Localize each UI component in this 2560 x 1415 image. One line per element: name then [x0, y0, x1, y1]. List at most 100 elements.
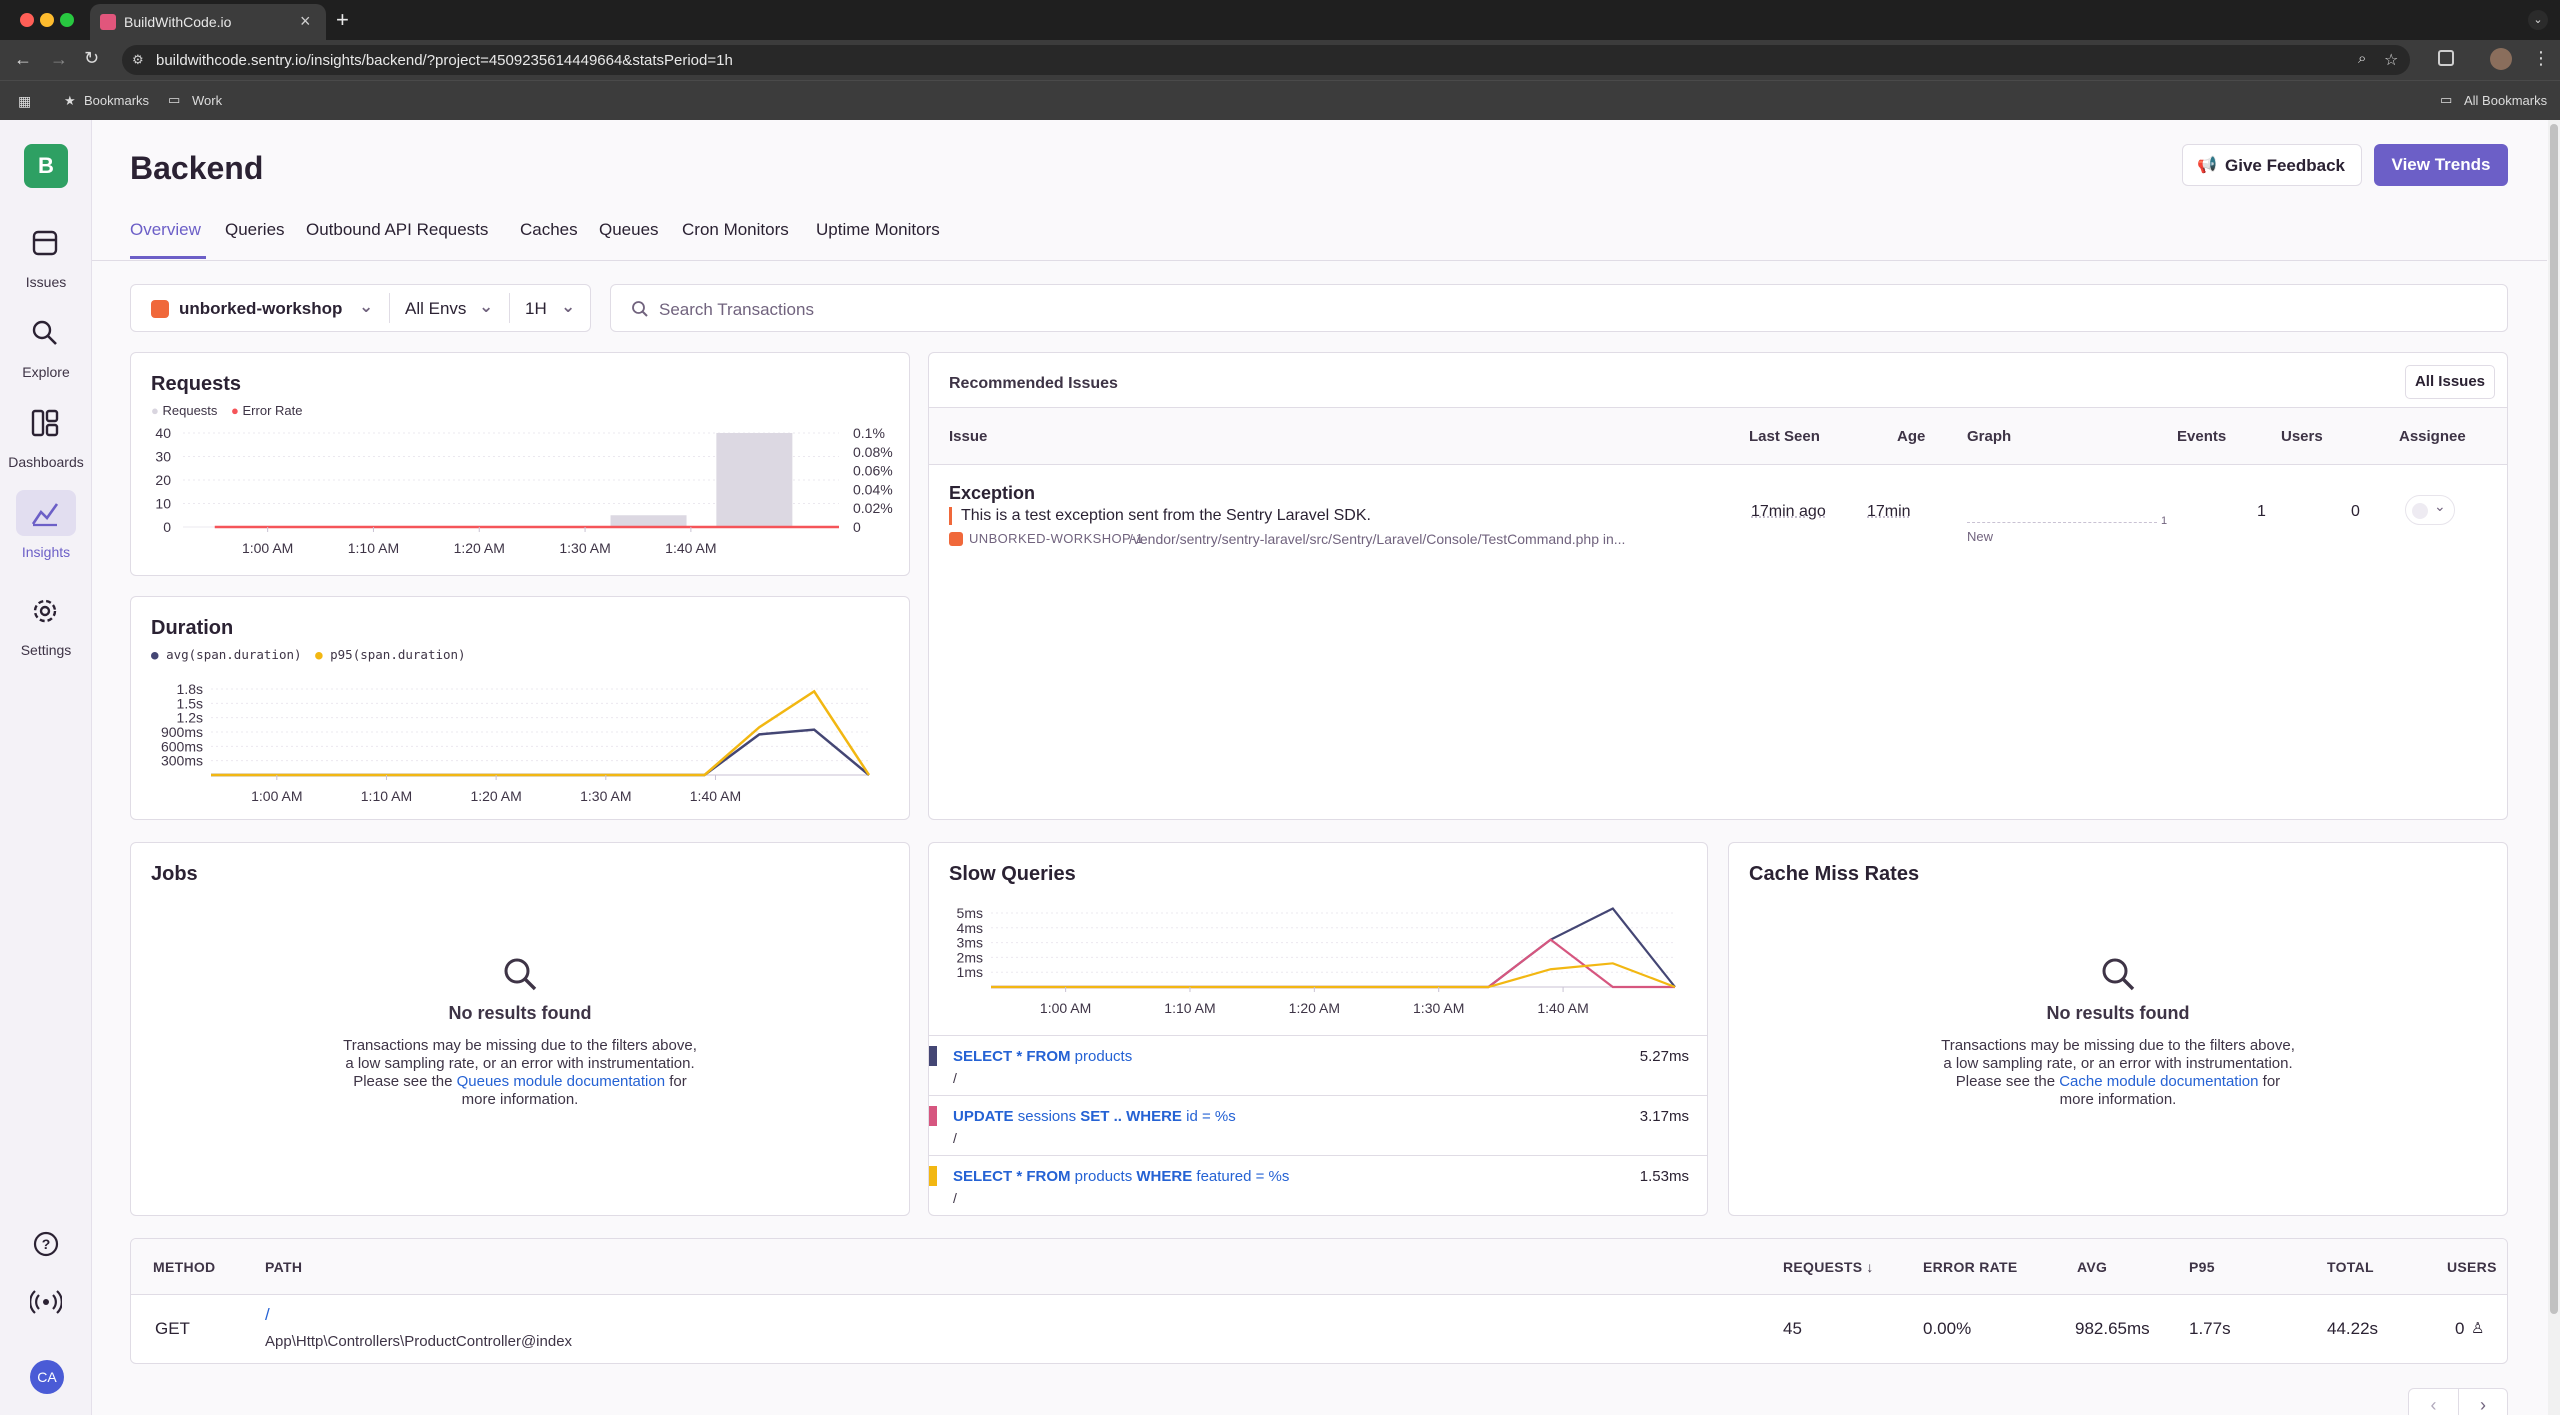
previous-page-button[interactable]: ‹: [2409, 1389, 2459, 1415]
column-header-requests[interactable]: REQUESTS ↓: [1783, 1259, 1874, 1275]
bookmarks-link[interactable]: Bookmarks: [84, 93, 149, 108]
query-description[interactable]: SELECT * FROM products: [953, 1048, 1132, 1065]
tab-uptime-monitors[interactable]: Uptime Monitors: [816, 220, 940, 240]
next-page-button[interactable]: ›: [2459, 1389, 2507, 1415]
help-icon[interactable]: ?: [32, 1230, 60, 1258]
query-description[interactable]: UPDATE sessions SET .. WHERE id = %s: [953, 1108, 1236, 1125]
query-duration: 1.53ms: [1640, 1168, 1689, 1185]
give-feedback-button[interactable]: 📢 Give Feedback: [2182, 144, 2362, 186]
slow-query-row[interactable]: SELECT * FROM products WHERE featured = …: [929, 1155, 1707, 1215]
close-tab-icon[interactable]: ×: [300, 11, 311, 32]
sql-text: sessions: [1014, 1108, 1081, 1125]
browser-tab[interactable]: BuildWithCode.io ×: [90, 4, 326, 40]
issues-icon: [30, 228, 60, 258]
sidebar-item-issues[interactable]: Issues: [0, 222, 92, 302]
slow-query-row[interactable]: SELECT * FROM products / 5.27ms: [929, 1035, 1707, 1095]
bookmark-star-icon[interactable]: ☆: [2384, 50, 2398, 70]
row-p95: 1.77s: [2189, 1319, 2231, 1339]
slow-query-row[interactable]: UPDATE sessions SET .. WHERE id = %s / 3…: [929, 1095, 1707, 1155]
all-issues-button[interactable]: All Issues: [2405, 365, 2495, 399]
project-selector[interactable]: unborked-workshop: [179, 299, 342, 319]
scrollbar-thumb[interactable]: [2550, 124, 2558, 1314]
sql-keyword: WHERE: [1136, 1168, 1192, 1185]
broadcast-icon[interactable]: [30, 1288, 62, 1316]
panel-title: Jobs: [151, 863, 198, 886]
column-header-users[interactable]: USERS: [2447, 1259, 2497, 1275]
all-bookmarks-link[interactable]: All Bookmarks: [2464, 93, 2547, 108]
sql-keyword: SELECT * FROM: [953, 1048, 1071, 1065]
requests-chart-panel: Requests ● Requests ● Error Rate 40 30 20 1…: [130, 352, 910, 576]
sidebar-item-label: Insights: [0, 544, 92, 560]
column-header-avg[interactable]: AVG: [2077, 1259, 2107, 1275]
empty-state-description: Transactions may be missing due to the f…: [1729, 1037, 2507, 1109]
view-trends-button[interactable]: View Trends: [2374, 144, 2508, 186]
row-path-link[interactable]: /: [265, 1305, 270, 1325]
duration-chart: 1.8s1.5s1.2s900ms600ms300ms 1:00 AM 1:10 A…: [131, 663, 909, 819]
x-tick-label: 1:40 AM: [665, 540, 716, 556]
column-header-error-rate[interactable]: ERROR RATE: [1923, 1259, 2018, 1275]
cache-docs-link[interactable]: Cache module documentation: [2059, 1073, 2258, 1090]
issue-title[interactable]: Exception: [949, 483, 1035, 504]
requests-bar: [716, 433, 792, 527]
query-series-line: [991, 963, 1675, 987]
column-header: Assignee: [2399, 428, 2466, 445]
column-header-method[interactable]: METHOD: [153, 1259, 215, 1275]
minimize-window-button[interactable]: [40, 13, 54, 27]
legend-swatch: ●: [231, 403, 239, 418]
forward-icon[interactable]: →: [50, 49, 68, 70]
tab-queues[interactable]: Queues: [599, 220, 659, 240]
table-row[interactable]: GET / App\Http\Controllers\ProductContro…: [131, 1295, 2508, 1364]
maximize-window-button[interactable]: [60, 13, 74, 27]
sidebar-item-dashboards[interactable]: Dashboards: [0, 402, 92, 482]
issue-row[interactable]: Exception This is a test exception sent …: [929, 465, 2507, 555]
work-folder-link[interactable]: Work: [192, 93, 222, 108]
extensions-icon[interactable]: [2438, 50, 2454, 66]
page-scrollbar[interactable]: [2548, 120, 2560, 1415]
issue-short-id[interactable]: UNBORKED-WORKSHOP-1: [969, 531, 1143, 546]
sql-keyword: SET .. WHERE: [1080, 1108, 1182, 1125]
sidebar-item-explore[interactable]: Explore: [0, 312, 92, 392]
back-icon[interactable]: ←: [14, 49, 32, 70]
jobs-panel: Jobs No results found Transactions may b…: [130, 842, 910, 1216]
sql-text: products: [1071, 1048, 1133, 1065]
gear-icon: [30, 596, 60, 626]
legend-swatch: ●: [151, 647, 159, 662]
query-description[interactable]: SELECT * FROM products WHERE featured = …: [953, 1168, 1289, 1185]
close-window-button[interactable]: [20, 13, 34, 27]
tab-divider: [92, 260, 2547, 261]
zoom-icon[interactable]: ⌕: [2358, 50, 2366, 67]
tab-caches[interactable]: Caches: [520, 220, 578, 240]
environment-selector[interactable]: All Envs: [405, 299, 466, 319]
period-selector[interactable]: 1H: [525, 299, 547, 319]
recommended-issues-panel: Recommended Issues All Issues Issue Last…: [928, 352, 2508, 820]
new-tab-button[interactable]: +: [336, 7, 349, 33]
profile-avatar-icon[interactable]: [2490, 48, 2512, 70]
column-header-total[interactable]: TOTAL: [2327, 1259, 2374, 1275]
apps-grid-icon[interactable]: ▦: [18, 93, 31, 110]
address-bar[interactable]: ⚙ buildwithcode.sentry.io/insights/backe…: [122, 45, 2410, 75]
search-transactions-input[interactable]: Search Transactions: [610, 284, 2508, 332]
reload-icon[interactable]: ↻: [84, 48, 99, 69]
tab-cron-monitors[interactable]: Cron Monitors: [682, 220, 789, 240]
queues-docs-link[interactable]: Queues module documentation: [457, 1073, 665, 1090]
browser-menu-icon[interactable]: ⋮: [2532, 48, 2550, 69]
column-header-p95[interactable]: P95: [2189, 1259, 2215, 1275]
org-avatar[interactable]: B: [24, 144, 68, 188]
chevron-down-icon: ⌄: [359, 297, 373, 317]
tab-search-icon[interactable]: ⌄: [2528, 10, 2548, 30]
y-tick-label: 2ms: [957, 949, 983, 965]
tab-overview[interactable]: Overview: [130, 220, 201, 240]
y-tick-label: 5ms: [957, 905, 983, 921]
column-header-path[interactable]: PATH: [265, 1259, 302, 1275]
active-tab-indicator: [130, 256, 206, 259]
user-avatar[interactable]: CA: [30, 1360, 64, 1394]
sidebar-item-insights[interactable]: Insights: [0, 492, 92, 572]
assignee-selector[interactable]: ⌄: [2405, 495, 2455, 525]
tab-queries[interactable]: Queries: [225, 220, 285, 240]
site-info-icon[interactable]: ⚙: [132, 52, 144, 68]
sidebar-item-settings[interactable]: Settings: [0, 590, 92, 670]
tab-outbound-api-requests[interactable]: Outbound API Requests: [306, 220, 488, 240]
issue-level-indicator: [949, 507, 952, 525]
empty-desc-text: Please see the: [1956, 1073, 2059, 1090]
sparkline-max: 1: [2161, 515, 2167, 527]
